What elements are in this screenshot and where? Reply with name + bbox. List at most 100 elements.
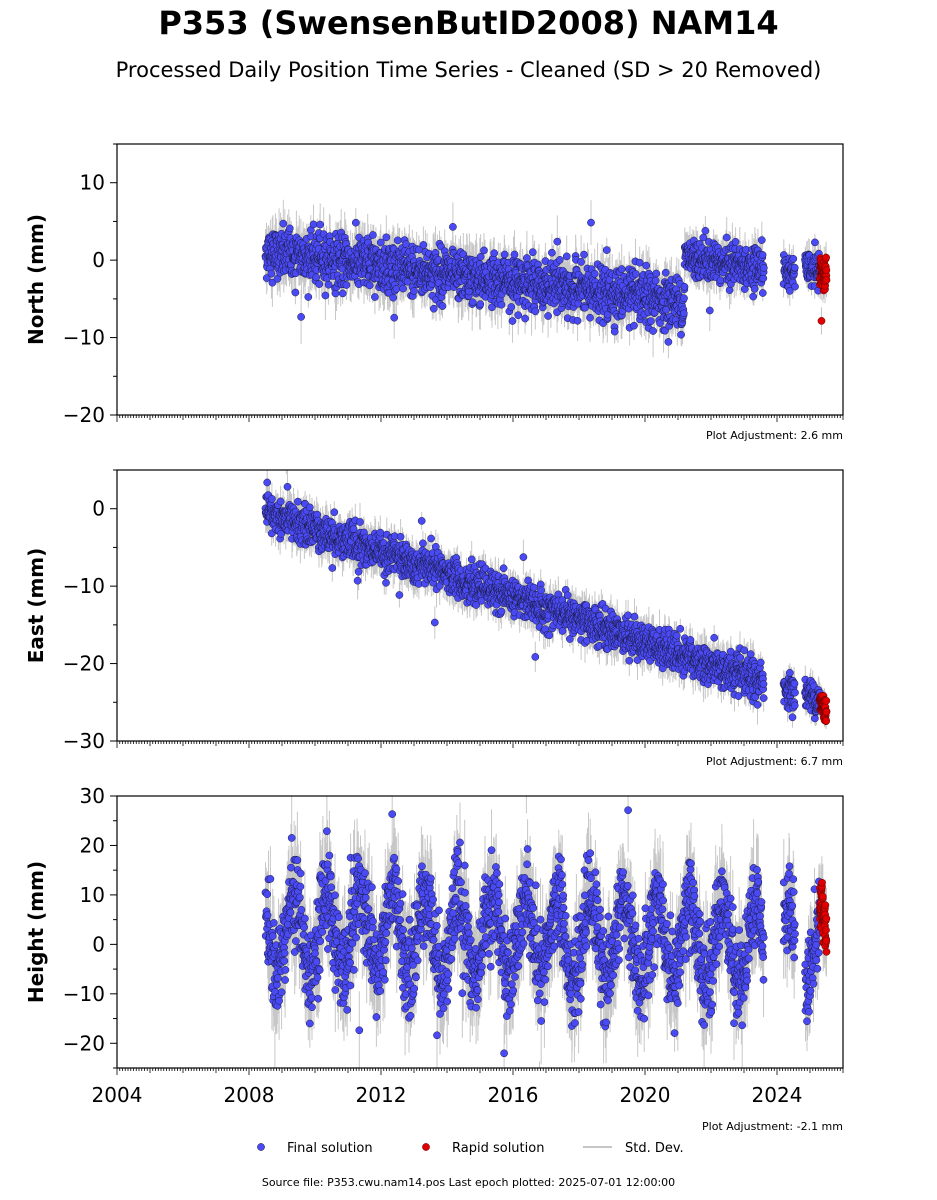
- final-point: [316, 220, 325, 229]
- final-point: [410, 287, 418, 295]
- final-point: [468, 298, 477, 307]
- final-point: [587, 218, 595, 227]
- panel-1: −20 −10 0 10 North (mm) Plot Adjustment: 2.6 …: [24, 143, 844, 442]
- final-solution-points: [261, 461, 824, 723]
- final-point: [586, 313, 594, 322]
- rapid-solution-points: [816, 253, 831, 325]
- final-point: [602, 246, 611, 254]
- y-tick-label: 0: [92, 248, 105, 272]
- plot-area: [261, 796, 831, 1081]
- final-point: [497, 300, 506, 309]
- final-point: [791, 688, 799, 697]
- final-solution-points: [261, 806, 824, 1081]
- final-point: [510, 250, 519, 259]
- final-point: [304, 293, 313, 301]
- final-point: [514, 311, 523, 320]
- final-point: [537, 586, 546, 595]
- final-point: [790, 679, 799, 688]
- final-point: [369, 231, 377, 239]
- final-point: [656, 319, 664, 327]
- final-point: [680, 282, 689, 291]
- y-axis-label: North (mm): [24, 214, 48, 345]
- final-point: [285, 224, 294, 233]
- final-point: [679, 309, 688, 318]
- final-point: [338, 289, 347, 298]
- final-point: [507, 303, 516, 311]
- final-point: [785, 287, 794, 295]
- final-point: [740, 646, 749, 655]
- panel-2: −30 −20 −10 0 East (mm) Plot Adjustment: 6.7 …: [24, 461, 844, 768]
- final-point: [283, 461, 290, 468]
- rapid-point: [822, 253, 830, 262]
- final-point: [759, 680, 768, 688]
- y-tick-label: −30: [63, 729, 105, 753]
- final-point: [497, 607, 506, 616]
- final-point: [263, 911, 272, 920]
- final-point: [750, 285, 759, 293]
- final-point: [271, 1074, 278, 1081]
- final-point: [734, 692, 743, 700]
- final-point: [429, 304, 438, 313]
- final-point: [676, 624, 685, 633]
- final-point: [581, 303, 589, 312]
- chart-subtitle: Processed Daily Position Time Series - C…: [115, 58, 822, 82]
- final-point: [710, 633, 719, 642]
- final-solution-points: [261, 218, 824, 346]
- final-point: [476, 300, 485, 308]
- final-point: [521, 314, 529, 323]
- final-point: [791, 282, 799, 291]
- final-point: [788, 713, 797, 722]
- final-point: [390, 313, 399, 322]
- final-point: [749, 292, 758, 301]
- final-point: [389, 293, 398, 302]
- y-tick-label: −20: [63, 652, 105, 676]
- final-point: [566, 635, 574, 643]
- final-point: [756, 658, 765, 667]
- rapid-point: [822, 276, 831, 284]
- final-point: [395, 591, 404, 599]
- final-point: [312, 273, 321, 282]
- final-point: [324, 280, 333, 289]
- final-point: [722, 233, 731, 242]
- final-point: [705, 306, 714, 315]
- final-point: [531, 653, 540, 661]
- final-point: [523, 254, 531, 262]
- final-point: [349, 525, 358, 533]
- y-tick-label: 0: [92, 497, 105, 521]
- final-point: [371, 293, 379, 301]
- final-point: [382, 578, 390, 587]
- final-point: [283, 482, 292, 491]
- y-tick-label: −10: [63, 326, 105, 350]
- final-point: [577, 258, 585, 266]
- final-point: [331, 289, 340, 298]
- final-point: [376, 528, 385, 537]
- final-point: [354, 567, 363, 576]
- rapid-point: [822, 707, 831, 716]
- final-point: [630, 612, 639, 621]
- rapid-point: [822, 716, 830, 725]
- final-point: [480, 246, 488, 255]
- final-point: [279, 219, 288, 228]
- final-point: [716, 276, 725, 285]
- final-point: [449, 223, 457, 231]
- final-point: [321, 291, 330, 300]
- final-point: [555, 256, 564, 264]
- final-point: [490, 249, 499, 258]
- final-point: [393, 236, 402, 245]
- y-tick-label: 10: [80, 171, 105, 195]
- y-tick-label: −20: [63, 403, 105, 427]
- final-point: [382, 233, 391, 242]
- rapid-point: [817, 317, 826, 325]
- final-point: [274, 974, 282, 982]
- final-point: [562, 252, 571, 261]
- final-point: [315, 280, 324, 288]
- final-point: [328, 564, 337, 572]
- final-point: [353, 576, 362, 585]
- final-point: [275, 996, 283, 1005]
- final-point: [399, 284, 407, 293]
- final-point: [759, 694, 768, 702]
- plot-area: [261, 461, 831, 729]
- final-point: [294, 497, 302, 506]
- plot-adjustment-label: Plot Adjustment: 2.6 mm: [706, 429, 843, 442]
